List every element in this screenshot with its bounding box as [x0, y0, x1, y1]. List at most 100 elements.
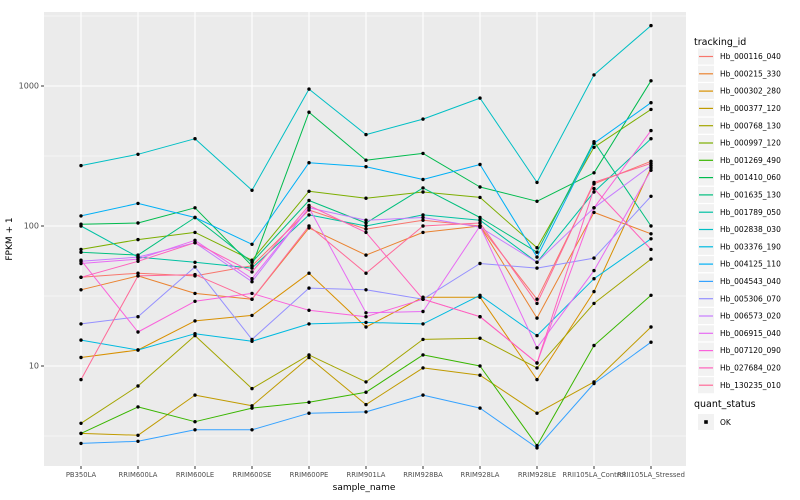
- data-point: [79, 288, 83, 292]
- data-point: [250, 188, 254, 192]
- data-point: [535, 297, 539, 301]
- data-point: [535, 255, 539, 259]
- data-point: [136, 315, 140, 319]
- data-point: [307, 286, 311, 290]
- legend-item-label: Hb_001789_050: [720, 208, 781, 217]
- legend-item-label: Hb_006573_020: [720, 312, 781, 321]
- data-point: [478, 96, 482, 100]
- data-point: [478, 261, 482, 266]
- data-point: [649, 232, 653, 236]
- legend-title: tracking_id: [694, 37, 746, 48]
- legend-item-label: Hb_000215_330: [720, 69, 781, 78]
- data-point: [193, 420, 197, 424]
- legend-item-label: Hb_001269_490: [720, 156, 781, 165]
- x-tick-label: RRIM600PE: [290, 471, 329, 479]
- legend-item-label: Hb_004125_110: [720, 260, 781, 269]
- data-point: [592, 277, 596, 281]
- data-point: [592, 145, 596, 149]
- data-point: [421, 230, 425, 235]
- data-point: [478, 373, 482, 377]
- data-point: [421, 177, 425, 182]
- data-point: [421, 117, 425, 121]
- data-point: [250, 386, 254, 391]
- data-point: [250, 291, 254, 296]
- legend-item-label: Hb_130235_010: [720, 381, 781, 390]
- legend-item-Hb_000377_120: Hb_000377_120: [698, 100, 781, 117]
- x-tick-label: RRII105LA_Control: [563, 471, 626, 479]
- legend-item-label: Hb_000116_040: [720, 52, 781, 61]
- data-point: [592, 73, 596, 77]
- y-tick-label: 1000: [19, 82, 39, 91]
- legend-item-Hb_000997_120: Hb_000997_120: [698, 135, 781, 151]
- legend-item-label: Hb_027684_020: [720, 364, 781, 373]
- data-point: [250, 277, 254, 281]
- data-point: [136, 259, 140, 263]
- data-point: [193, 291, 197, 296]
- data-point: [79, 250, 83, 254]
- data-point: [136, 271, 140, 275]
- legend-item-label: Hb_000377_120: [720, 104, 781, 113]
- data-point: [535, 366, 539, 370]
- data-point: [250, 266, 254, 270]
- data-point: [421, 151, 425, 156]
- data-point: [79, 163, 83, 168]
- legend-item-label: Hb_001410_060: [720, 173, 781, 182]
- data-point: [136, 384, 140, 388]
- data-point: [193, 260, 197, 264]
- data-point: [421, 190, 425, 194]
- data-point: [649, 23, 653, 28]
- data-point: [649, 168, 653, 172]
- data-point: [307, 400, 311, 404]
- data-point: [535, 377, 539, 382]
- data-point: [136, 274, 140, 278]
- data-point: [421, 186, 425, 190]
- data-point: [136, 330, 140, 334]
- data-point: [649, 224, 653, 228]
- data-point: [535, 266, 539, 270]
- data-point: [193, 137, 197, 141]
- data-point: [364, 230, 368, 235]
- data-point: [535, 361, 539, 365]
- data-point: [592, 210, 596, 215]
- data-point: [592, 171, 596, 175]
- data-point: [478, 221, 482, 225]
- data-point: [478, 162, 482, 167]
- data-point: [649, 257, 653, 261]
- legend-item-label: Hb_005306_070: [720, 294, 781, 303]
- data-point: [421, 337, 425, 342]
- data-point: [478, 195, 482, 200]
- data-point: [307, 353, 311, 357]
- legend-item-label: Hb_007120_090: [720, 346, 781, 355]
- data-point: [364, 132, 368, 137]
- data-point: [364, 320, 368, 325]
- data-point: [478, 336, 482, 340]
- data-point: [136, 221, 140, 225]
- data-point: [364, 380, 368, 384]
- data-point: [535, 199, 539, 203]
- data-point: [250, 313, 254, 318]
- legend-quant-status: quant_status OK: [694, 399, 756, 430]
- data-point: [535, 260, 539, 264]
- data-point: [79, 224, 83, 228]
- data-point: [478, 315, 482, 319]
- data-point: [364, 325, 368, 329]
- data-point: [250, 428, 254, 432]
- data-point: [592, 141, 596, 145]
- legend-item-Hb_005306_070: Hb_005306_070: [698, 290, 781, 307]
- data-point: [193, 319, 197, 323]
- data-point: [250, 337, 254, 342]
- data-point: [364, 224, 368, 228]
- axes: 10 100 1000 PB350LA RRIM600LA RRIM600LE RRIM60…: [19, 82, 685, 479]
- data-point: [79, 338, 83, 342]
- data-point: [592, 301, 596, 306]
- data-point: [193, 299, 197, 303]
- data-point: [193, 230, 197, 235]
- data-point: [535, 250, 539, 254]
- data-point: [478, 215, 482, 220]
- data-point: [421, 224, 425, 228]
- legend-item-Hb_001269_490: Hb_001269_490: [698, 152, 781, 169]
- data-point: [136, 152, 140, 156]
- data-point: [364, 288, 368, 292]
- data-point: [478, 224, 482, 228]
- data-point: [649, 194, 653, 198]
